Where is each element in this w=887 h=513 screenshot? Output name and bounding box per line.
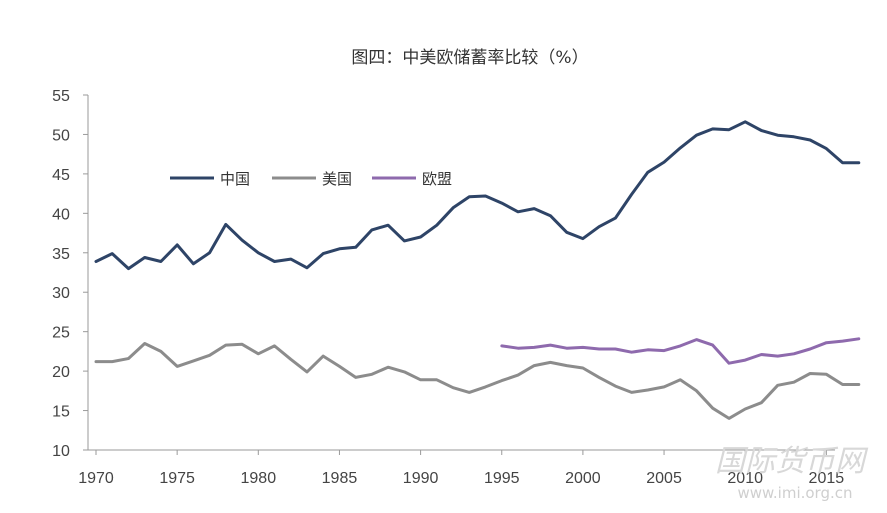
x-axis-ticks: 1970 1975 1980 1985 1990 1995 2000 2005 2010 2015 <box>78 450 844 487</box>
chart-title: 图四：中美欧储蓄率比较（%） <box>351 48 588 68</box>
y-tick-label: 15 <box>52 404 70 421</box>
x-tick-label: 1970 <box>78 470 114 487</box>
y-axis-ticks: 10 15 20 25 30 35 40 45 50 55 <box>52 88 88 460</box>
x-tick-label: 2000 <box>565 470 601 487</box>
legend-label: 中国 <box>220 170 250 188</box>
y-tick-label: 20 <box>52 364 70 381</box>
y-tick-label: 45 <box>52 167 70 184</box>
series-line-2 <box>94 342 861 420</box>
y-tick-label: 55 <box>52 88 70 105</box>
legend-label: 美国 <box>322 170 352 188</box>
legend: 中国 美国 欧盟 <box>170 170 452 188</box>
x-tick-label: 2010 <box>727 470 763 487</box>
y-tick-label: 35 <box>52 246 70 263</box>
watermark-text: 国际货币网 <box>715 444 869 479</box>
series-line-3 <box>500 337 861 365</box>
y-tick-label: 30 <box>52 285 70 302</box>
series-layer <box>94 120 861 420</box>
y-tick-label: 25 <box>52 325 70 342</box>
x-tick-label: 1975 <box>159 470 195 487</box>
watermark: 国际货币网 www.imi.org.cn <box>715 444 869 502</box>
x-tick-label: 2005 <box>646 470 682 487</box>
y-tick-label: 40 <box>52 206 70 223</box>
y-tick-label: 50 <box>52 127 70 144</box>
series-line-1 <box>94 120 861 271</box>
x-tick-label: 2015 <box>809 470 845 487</box>
legend-label: 欧盟 <box>422 170 452 188</box>
x-tick-label: 1990 <box>403 470 439 487</box>
x-tick-label: 1995 <box>484 470 520 487</box>
x-tick-label: 1980 <box>241 470 277 487</box>
y-tick-label: 10 <box>52 443 70 460</box>
watermark-url: www.imi.org.cn <box>737 484 852 502</box>
x-tick-label: 1985 <box>322 470 358 487</box>
